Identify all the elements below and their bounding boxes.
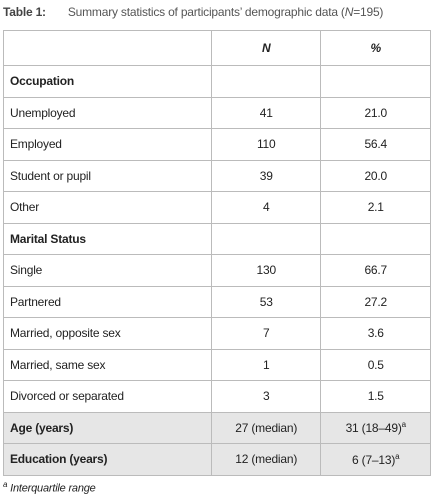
caption-label: Table 1:	[3, 5, 46, 19]
cell: 53	[210, 285, 322, 318]
cell: 31 (18–49)a	[320, 411, 431, 444]
cell: 110	[210, 128, 322, 161]
caption-text-end: =195)	[353, 5, 384, 19]
footnote-marker: a	[3, 480, 8, 489]
table-row: Other 4 2.1	[3, 191, 431, 224]
footnote: a Interquartile range	[3, 480, 96, 495]
row-label: Divorced or separated	[3, 380, 212, 413]
cell: 2.1	[320, 191, 431, 224]
cell: 56.4	[320, 128, 431, 161]
cell: 4	[210, 191, 322, 224]
cell	[320, 222, 431, 255]
cell: 21.0	[320, 96, 431, 129]
cell: 27.2	[320, 285, 431, 318]
table-row: Occupation	[3, 65, 431, 98]
row-label: Employed	[3, 128, 212, 161]
cell: 39	[210, 159, 322, 192]
cell: 130	[210, 254, 322, 287]
cell: 6 (7–13)a	[320, 443, 431, 476]
footnote-text: Interquartile range	[10, 482, 96, 495]
row-label: Single	[3, 254, 212, 287]
cell: 3.6	[320, 317, 431, 350]
table-row: Age (years) 27 (median) 31 (18–49)a	[3, 411, 431, 444]
cell-value: 6 (7–13)	[352, 452, 396, 467]
cell: 0.5	[320, 348, 431, 381]
cell: 12 (median)	[210, 443, 322, 476]
row-label: Other	[3, 191, 212, 224]
cell	[210, 65, 322, 98]
caption-text: Summary statistics of participants’ demo…	[67, 5, 345, 19]
cell-value: 31 (18–49)	[345, 421, 402, 436]
cell	[210, 222, 322, 255]
table-row: Divorced or separated 3 1.5	[3, 380, 431, 413]
row-label: Student or pupil	[3, 159, 212, 192]
table-row: Student or pupil 39 20.0	[3, 159, 431, 192]
cell: 3	[210, 380, 322, 413]
header-cell: %	[320, 30, 431, 66]
section-heading: Marital Status	[3, 222, 212, 255]
row-label: Education (years)	[3, 443, 212, 476]
table-row: Marital Status	[3, 222, 431, 255]
section-heading: Occupation	[3, 65, 212, 98]
cell: 41	[210, 96, 322, 129]
table-row: Partnered 53 27.2	[3, 285, 431, 318]
cell: 1	[210, 348, 322, 381]
cell: 1.5	[320, 380, 431, 413]
header-cell	[3, 30, 212, 66]
caption-n: N	[344, 5, 354, 19]
row-label: Age (years)	[3, 411, 212, 444]
row-label: Married, same sex	[3, 348, 212, 381]
table-row: N%	[3, 30, 431, 66]
cell: 7	[210, 317, 322, 350]
table-row: Married, opposite sex 7 3.6	[3, 317, 431, 350]
row-label: Partnered	[3, 285, 212, 318]
cell: 27 (median)	[210, 411, 322, 444]
header-cell: N	[210, 30, 322, 66]
row-label: Unemployed	[3, 96, 212, 129]
caption: Table 1: Summary statistics of participan…	[3, 5, 383, 19]
table-row: Single 130 66.7	[3, 254, 431, 287]
table-row: Married, same sex 1 0.5	[3, 348, 431, 381]
table: N% Occupation Unemployed 41 21.0 Employed 110 5…	[3, 30, 431, 476]
cell	[320, 65, 431, 98]
row-label: Married, opposite sex	[3, 317, 212, 350]
cell: 20.0	[320, 159, 431, 192]
note-marker: a	[401, 420, 406, 430]
cell: 66.7	[320, 254, 431, 287]
note-marker: a	[395, 451, 400, 461]
table-row: Education (years) 12 (median) 6 (7–13)a	[3, 443, 431, 476]
table-row: Employed 110 56.4	[3, 128, 431, 161]
table-row: Unemployed 41 21.0	[3, 96, 431, 129]
